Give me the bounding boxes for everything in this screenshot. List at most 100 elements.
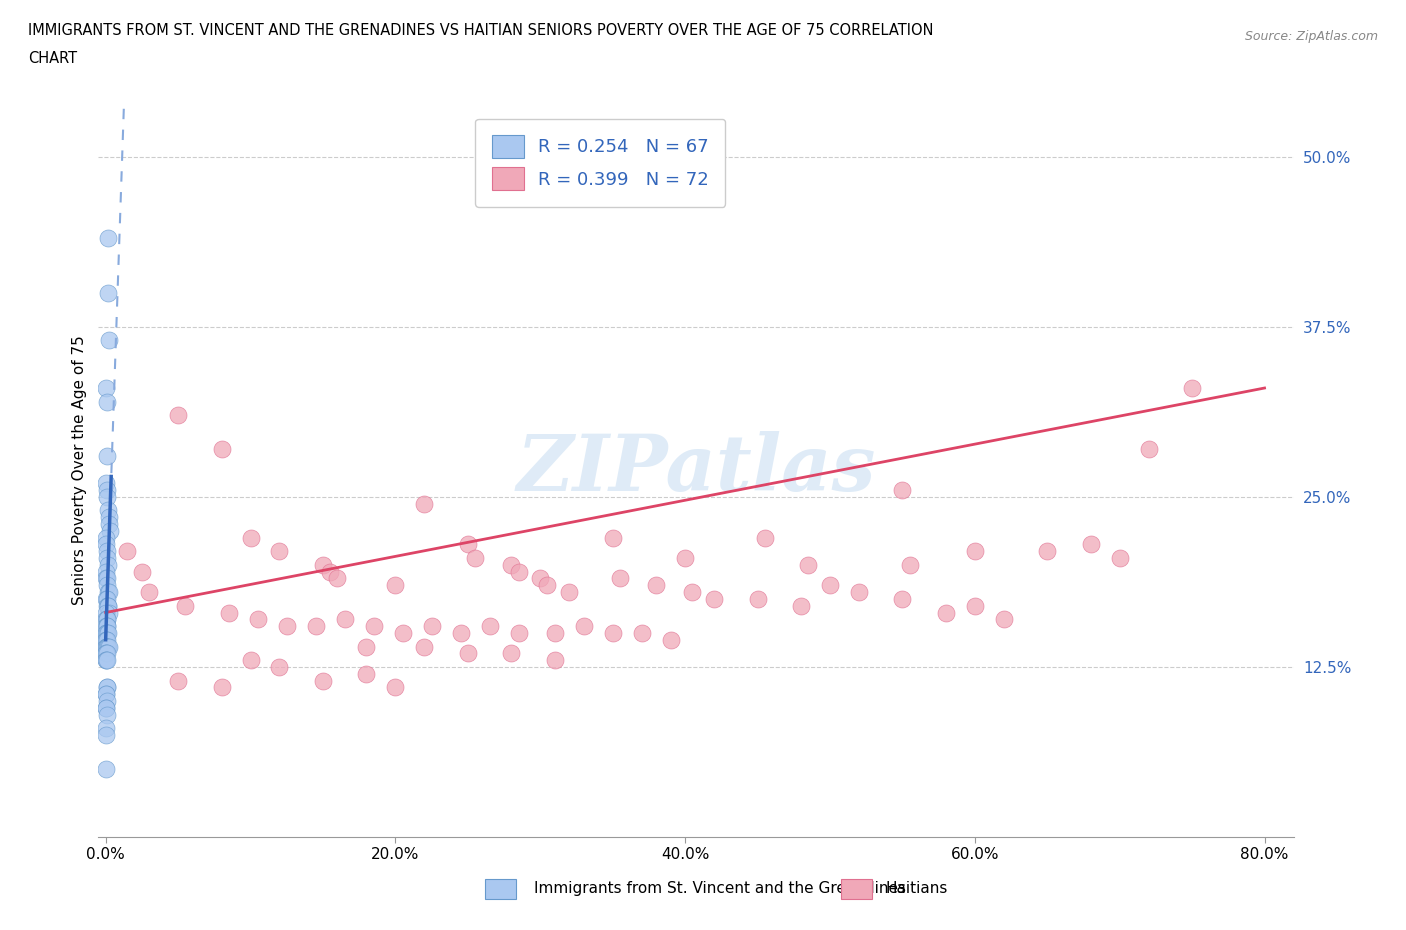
Point [457, 646, 479, 661]
Point [963, 598, 986, 613]
Point [96, 680, 118, 695]
Point [96, 483, 118, 498]
Point [218, 605, 240, 620]
Point [1181, 380, 1204, 395]
Point [96, 551, 118, 565]
Text: IMMIGRANTS FROM ST. VINCENT AND THE GRENADINES VS HAITIAN SENIORS POVERTY OVER T: IMMIGRANTS FROM ST. VINCENT AND THE GREN… [28, 23, 934, 38]
Point [413, 497, 436, 512]
Point [246, 612, 269, 627]
Point [326, 571, 349, 586]
Point [97, 557, 120, 572]
Point [98, 524, 121, 538]
Point [572, 618, 595, 633]
Point [681, 585, 703, 600]
Point [312, 673, 335, 688]
Point [501, 557, 523, 572]
Point [96, 591, 118, 606]
Point [97, 639, 120, 654]
Point [630, 626, 652, 641]
Point [96, 618, 118, 633]
Point [602, 530, 624, 545]
Point [97, 585, 120, 600]
Point [413, 639, 436, 654]
Point [96, 612, 118, 627]
Point [167, 407, 190, 422]
Point [96, 639, 118, 654]
Point [96, 626, 118, 641]
Point [96, 727, 118, 742]
Point [384, 578, 406, 592]
Point [891, 591, 914, 606]
Point [754, 530, 776, 545]
Point [94, 700, 117, 715]
Point [98, 517, 121, 532]
Point [363, 618, 385, 633]
Point [96, 707, 118, 722]
Point [96, 448, 118, 463]
Point [97, 510, 120, 525]
Point [450, 626, 472, 641]
Point [508, 626, 530, 641]
Point [356, 666, 378, 681]
Point [935, 605, 957, 620]
Point [96, 544, 118, 559]
Point [464, 551, 486, 565]
Point [96, 700, 118, 715]
Point [96, 537, 118, 551]
Point [97, 598, 120, 613]
Point [269, 544, 291, 559]
Point [276, 618, 298, 633]
Point [703, 591, 725, 606]
Point [239, 653, 262, 668]
Text: Immigrants from St. Vincent and the Grenadines: Immigrants from St. Vincent and the Gren… [534, 881, 907, 896]
Point [96, 653, 118, 668]
Point [96, 394, 118, 409]
Point [558, 585, 581, 600]
Point [117, 544, 139, 559]
Point [96, 680, 118, 695]
Point [96, 646, 118, 661]
Point [97, 585, 120, 600]
Point [94, 571, 117, 586]
Point [97, 286, 120, 300]
Point [94, 653, 117, 668]
Point [1080, 537, 1102, 551]
Point [96, 571, 118, 586]
Point [384, 680, 406, 695]
Point [96, 598, 118, 613]
Point [96, 639, 118, 654]
Point [94, 530, 117, 545]
Text: CHART: CHART [28, 51, 77, 66]
Point [94, 605, 117, 620]
Point [96, 646, 118, 661]
Point [673, 551, 696, 565]
Point [97, 503, 120, 518]
Point [602, 626, 624, 641]
Point [797, 557, 820, 572]
Point [659, 632, 682, 647]
Point [97, 626, 120, 641]
Point [544, 653, 567, 668]
Point [97, 639, 120, 654]
Point [96, 565, 118, 579]
Point [891, 483, 914, 498]
Point [131, 565, 153, 579]
Point [963, 544, 986, 559]
Point [94, 762, 117, 777]
Point [96, 653, 118, 668]
Point [96, 591, 118, 606]
Point [609, 571, 631, 586]
Point [1137, 442, 1160, 457]
Text: Source: ZipAtlas.com: Source: ZipAtlas.com [1244, 30, 1378, 43]
Point [96, 489, 118, 504]
Y-axis label: Seniors Poverty Over the Age of 75: Seniors Poverty Over the Age of 75 [72, 335, 87, 604]
Point [508, 565, 530, 579]
Point [356, 639, 378, 654]
Point [94, 721, 117, 736]
Point [501, 646, 523, 661]
Point [747, 591, 769, 606]
Point [94, 686, 117, 701]
Point [211, 442, 233, 457]
Point [94, 476, 117, 491]
Point [848, 585, 870, 600]
